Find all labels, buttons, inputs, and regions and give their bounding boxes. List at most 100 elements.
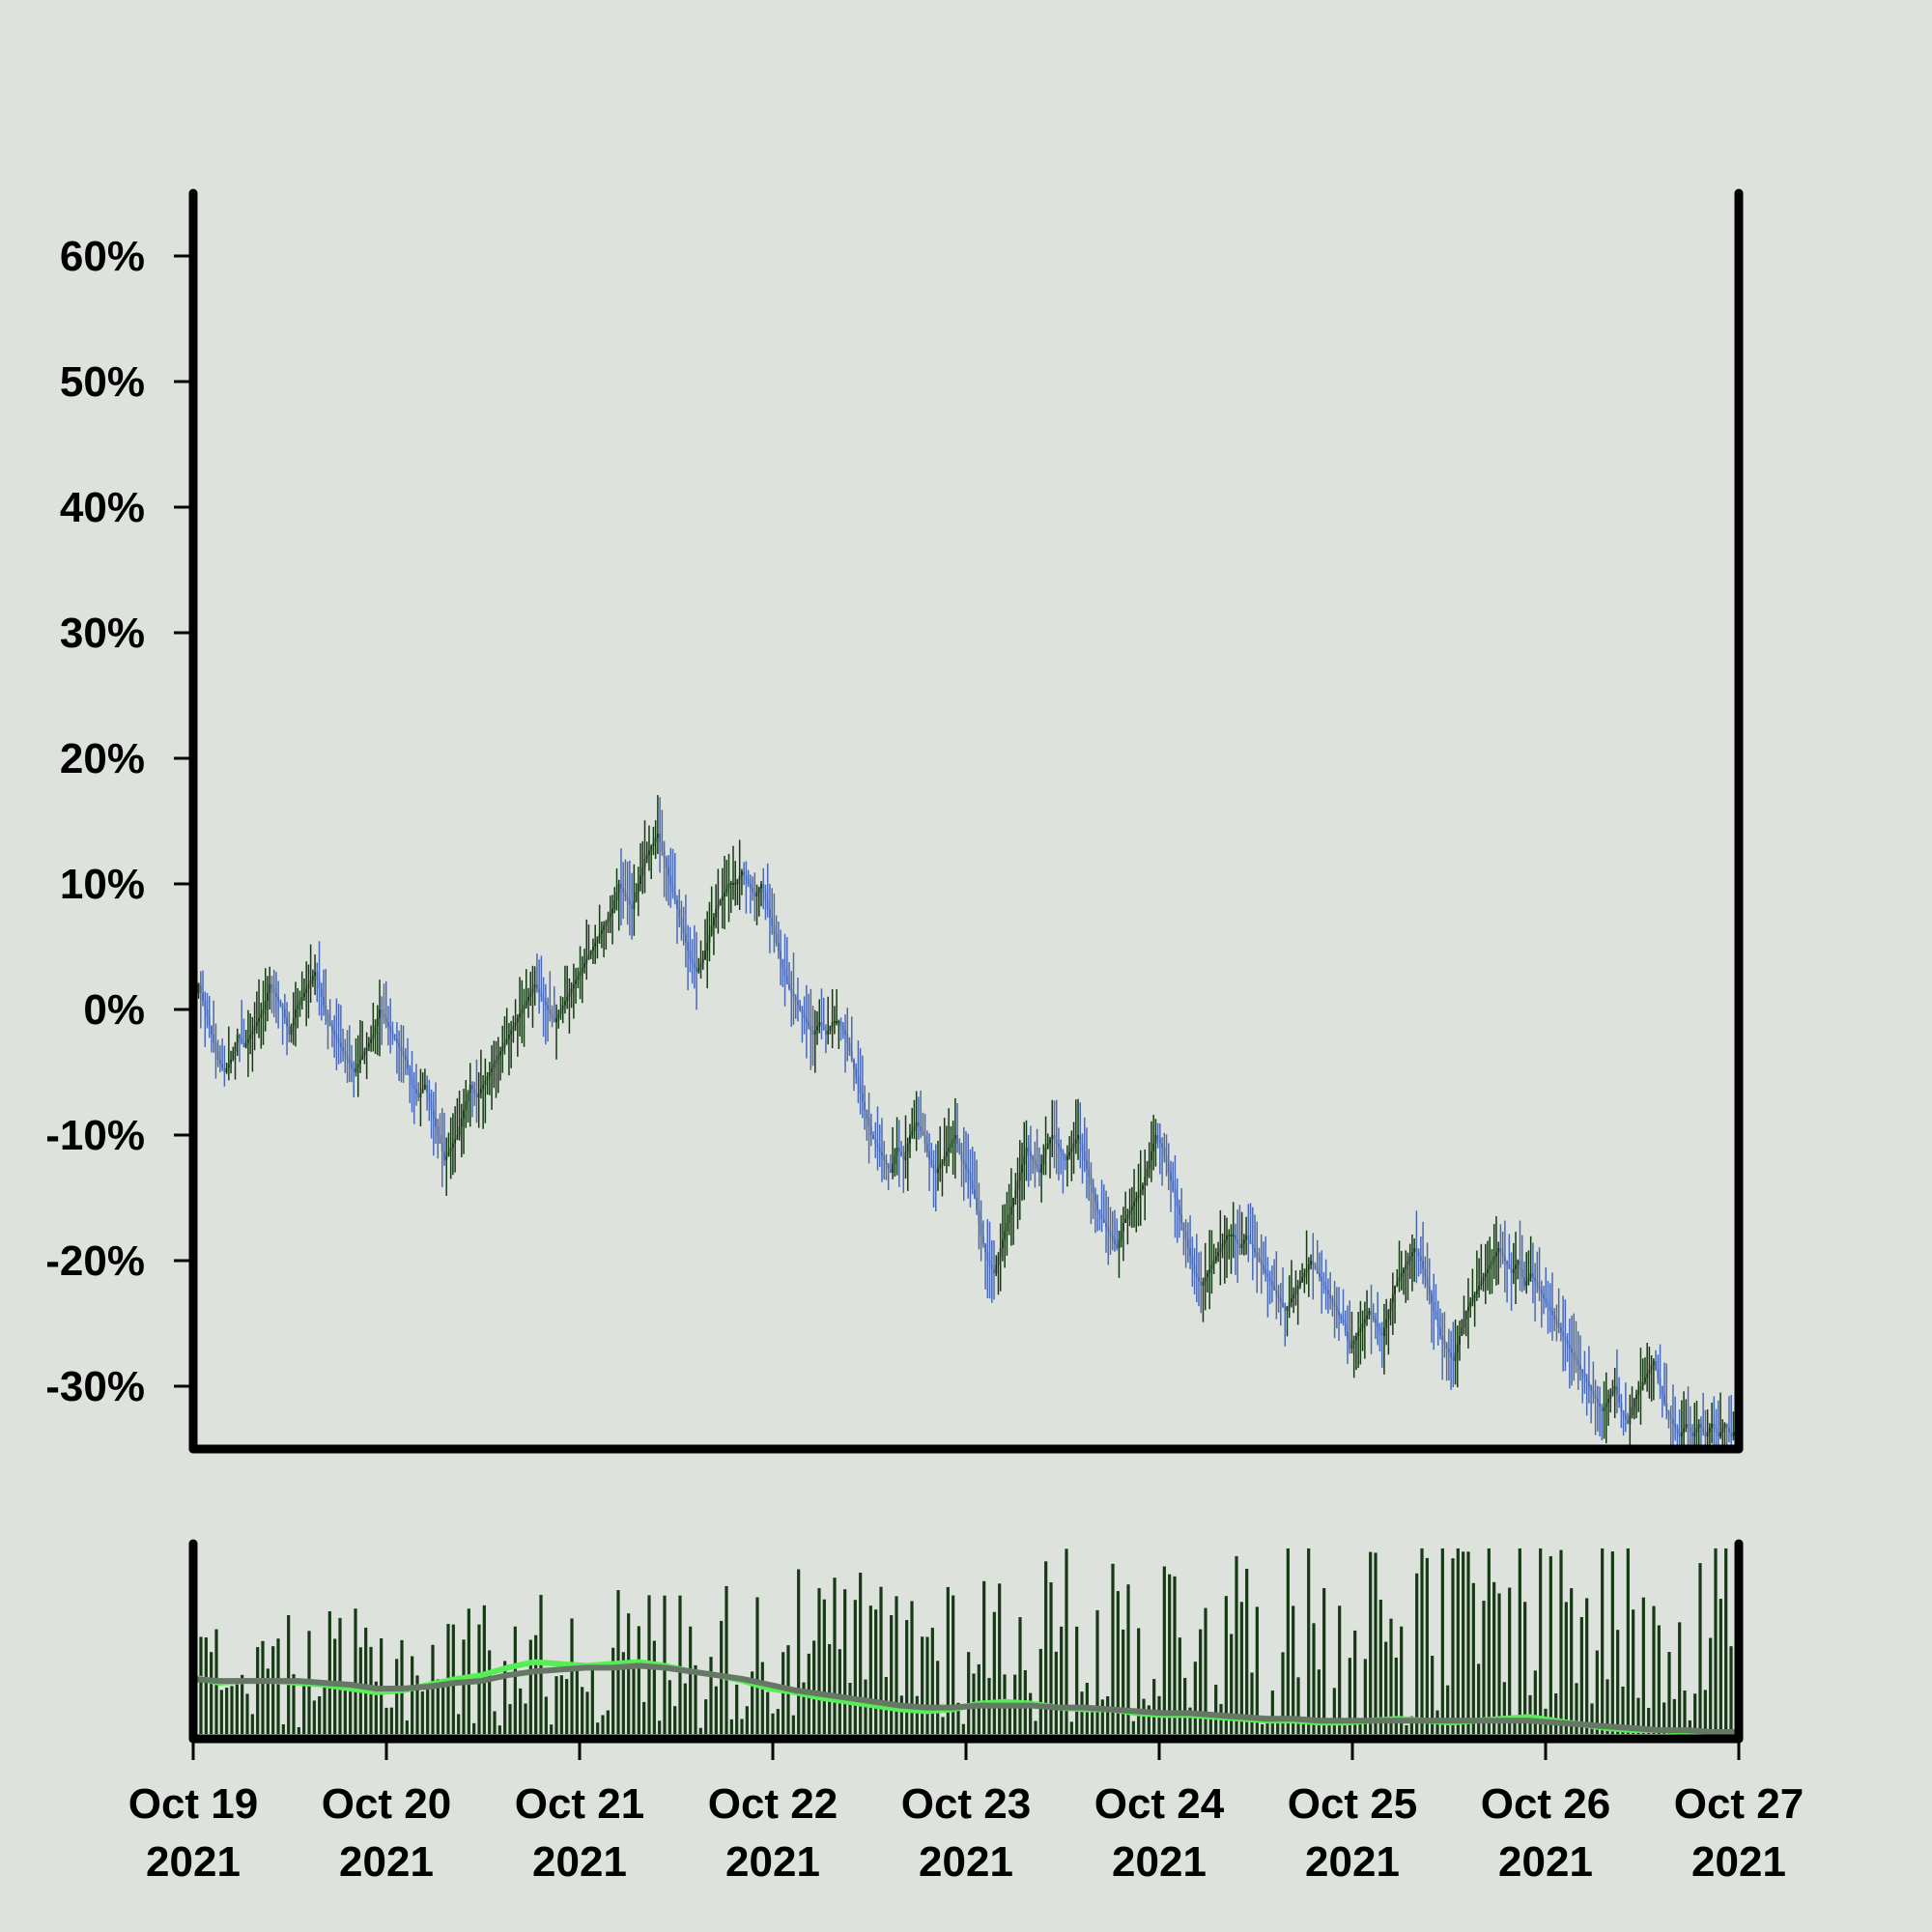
- candle-up: [1529, 1273, 1532, 1278]
- candle-down: [281, 1005, 284, 1009]
- candle-down: [411, 1076, 413, 1085]
- candle-up: [454, 1139, 457, 1144]
- candle-up: [482, 1085, 485, 1090]
- candle-up: [1070, 1148, 1073, 1152]
- x-tick-label-date: Oct 21: [515, 1780, 645, 1828]
- candle-up: [1697, 1424, 1700, 1429]
- candle-down: [743, 871, 746, 876]
- candle-up: [253, 1026, 256, 1031]
- candle-up: [605, 922, 608, 926]
- volume-bar: [1338, 1605, 1342, 1734]
- candle-up: [1139, 1189, 1142, 1194]
- candle-down: [853, 1060, 855, 1068]
- candle-up: [309, 980, 312, 984]
- volume-bar: [1301, 1717, 1305, 1734]
- volume-bar: [1034, 1720, 1037, 1734]
- volume-bar: [977, 1663, 980, 1734]
- candle-up: [1398, 1277, 1401, 1282]
- candle-up: [1456, 1344, 1459, 1353]
- candle-up: [501, 1047, 504, 1052]
- candle-down: [1273, 1286, 1276, 1291]
- candle-up: [724, 892, 726, 896]
- candle-up: [617, 884, 620, 893]
- volume-bar: [415, 1675, 419, 1734]
- candle-down: [788, 984, 790, 989]
- candle-up: [833, 1021, 836, 1023]
- candle-down: [1543, 1293, 1545, 1298]
- volume-bar: [1235, 1555, 1238, 1734]
- candle-down: [325, 1005, 327, 1014]
- candle-up: [1245, 1236, 1248, 1240]
- candle-up: [1406, 1261, 1409, 1265]
- candle-up: [1077, 1135, 1079, 1140]
- y-tick-label: 30%: [60, 610, 145, 657]
- candle-down: [1436, 1319, 1439, 1328]
- candle-down: [1562, 1331, 1565, 1336]
- candle-up: [456, 1135, 459, 1140]
- volume-bar: [1317, 1669, 1321, 1734]
- candle-down: [1037, 1168, 1040, 1173]
- volume-bar: [327, 1611, 331, 1734]
- candle-down: [980, 1223, 982, 1236]
- candle-up: [950, 1143, 952, 1148]
- volume-bar: [554, 1676, 558, 1734]
- volume-bar: [276, 1638, 280, 1734]
- x-tick-label-year: 2021: [146, 1838, 241, 1886]
- candle-up: [587, 954, 590, 959]
- candle-up: [740, 871, 743, 876]
- candle-down: [547, 1005, 550, 1009]
- candle-up: [355, 1067, 357, 1072]
- volume-bar: [1497, 1593, 1501, 1734]
- candle-down: [1081, 1143, 1084, 1152]
- volume-bar: [1513, 1722, 1517, 1734]
- candle-down: [211, 1026, 213, 1035]
- candle-down: [475, 1093, 478, 1097]
- x-tick-label-year: 2021: [1112, 1838, 1207, 1886]
- candle-down: [1725, 1424, 1728, 1429]
- candle-down: [272, 988, 275, 993]
- candle-down: [628, 900, 631, 905]
- candle-down: [333, 1030, 336, 1035]
- candle-down: [1090, 1177, 1093, 1185]
- candle-up: [953, 1135, 956, 1140]
- candle-down: [766, 900, 769, 909]
- candle-up: [557, 1013, 560, 1018]
- volume-bar: [828, 1643, 832, 1734]
- volume-bar: [503, 1661, 507, 1734]
- candle-up: [361, 1055, 364, 1060]
- candle-down: [1174, 1189, 1177, 1198]
- volume-bar: [1296, 1677, 1300, 1734]
- candle-up: [514, 1022, 517, 1027]
- volume-bar: [534, 1634, 538, 1734]
- volume-bar: [1116, 1591, 1120, 1734]
- x-tick-label-date: Oct 19: [128, 1780, 259, 1828]
- volume-bar: [1250, 1672, 1254, 1734]
- candle-down: [1247, 1236, 1250, 1240]
- volume-bar: [1188, 1707, 1192, 1734]
- candle-up: [300, 997, 303, 1002]
- candle-down: [1503, 1256, 1506, 1261]
- candle-down: [381, 1009, 384, 1014]
- candle-up: [1021, 1164, 1023, 1173]
- candle-down: [1034, 1160, 1037, 1165]
- volume-bar: [751, 1671, 754, 1734]
- x-axis-ticks: Oct 19 2021 Oct 20 2021 Oct 21 2021 Oct 22 2021…: [128, 1739, 1804, 1886]
- candle-down: [1172, 1180, 1175, 1190]
- y-axis-ticks: -30% -20% -10% 0% 10% 20% 30% 40% 50% 60%: [45, 233, 193, 1410]
- candle-up: [813, 1030, 816, 1035]
- candle-up: [379, 1009, 381, 1018]
- volume-bar: [457, 1714, 461, 1734]
- volume-bar: [1374, 1552, 1378, 1734]
- candle-down: [984, 1243, 987, 1253]
- candle-up: [732, 883, 734, 885]
- candle-down: [1618, 1394, 1621, 1404]
- candle-up: [1646, 1374, 1649, 1378]
- candle-down: [693, 963, 696, 968]
- volume-bar: [1595, 1650, 1599, 1734]
- candle-up: [566, 997, 569, 1002]
- candle-up: [1009, 1206, 1012, 1215]
- candle-up: [1517, 1261, 1520, 1265]
- candle-down: [1312, 1261, 1315, 1265]
- candle-up: [1307, 1264, 1310, 1269]
- candle-up: [1631, 1406, 1634, 1416]
